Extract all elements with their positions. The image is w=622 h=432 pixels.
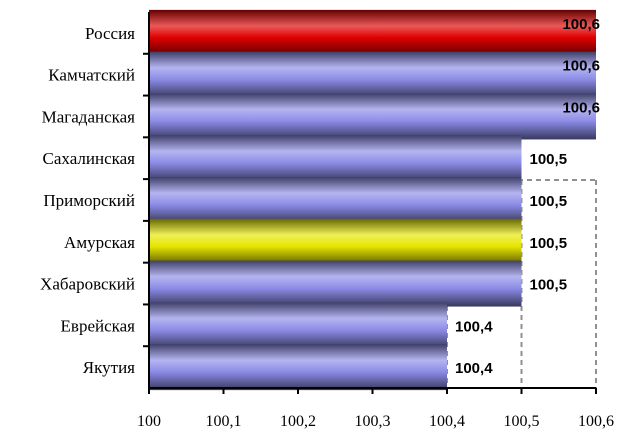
category-label: Якутия bbox=[83, 358, 135, 377]
labels: Россия 100,6 Камчатский 100,6 Магаданская 100… bbox=[40, 16, 614, 430]
category-label: Сахалинская bbox=[43, 149, 136, 168]
x-tick-label: 100,6 bbox=[578, 413, 614, 430]
x-tick-label: 100,1 bbox=[206, 413, 242, 430]
axes bbox=[143, 12, 597, 394]
value-label: 100,4 bbox=[455, 360, 493, 377]
bars bbox=[149, 9, 596, 391]
category-label: Амурская bbox=[64, 233, 135, 252]
x-tick-label: 100,2 bbox=[280, 413, 316, 430]
bar bbox=[149, 177, 522, 223]
value-label: 100,5 bbox=[530, 193, 568, 210]
bar bbox=[149, 260, 522, 307]
bar bbox=[149, 93, 596, 140]
category-label: Камчатский bbox=[48, 66, 135, 85]
category-label: Приморский bbox=[43, 191, 135, 210]
category-label: Россия bbox=[85, 24, 135, 43]
value-label: 100,5 bbox=[530, 151, 568, 168]
category-label: Еврейская bbox=[61, 316, 136, 335]
category-label: Хабаровский bbox=[40, 275, 135, 294]
value-label: 100,5 bbox=[530, 277, 568, 294]
bar bbox=[149, 9, 596, 56]
x-tick-label: 100 bbox=[137, 413, 161, 430]
bar bbox=[149, 51, 596, 98]
value-label: 100,5 bbox=[530, 235, 568, 252]
category-label: Магаданская bbox=[42, 107, 136, 126]
bar bbox=[149, 135, 522, 182]
value-label: 100,6 bbox=[562, 99, 600, 116]
value-label: 100,6 bbox=[562, 16, 600, 33]
x-tick-label: 100,5 bbox=[504, 413, 540, 430]
x-tick-label: 100,4 bbox=[429, 413, 465, 430]
bar bbox=[149, 344, 447, 391]
x-tick-label: 100,3 bbox=[355, 413, 391, 430]
bar bbox=[149, 302, 447, 349]
value-label: 100,6 bbox=[562, 58, 600, 75]
bar bbox=[149, 218, 522, 265]
value-label: 100,4 bbox=[455, 318, 493, 335]
